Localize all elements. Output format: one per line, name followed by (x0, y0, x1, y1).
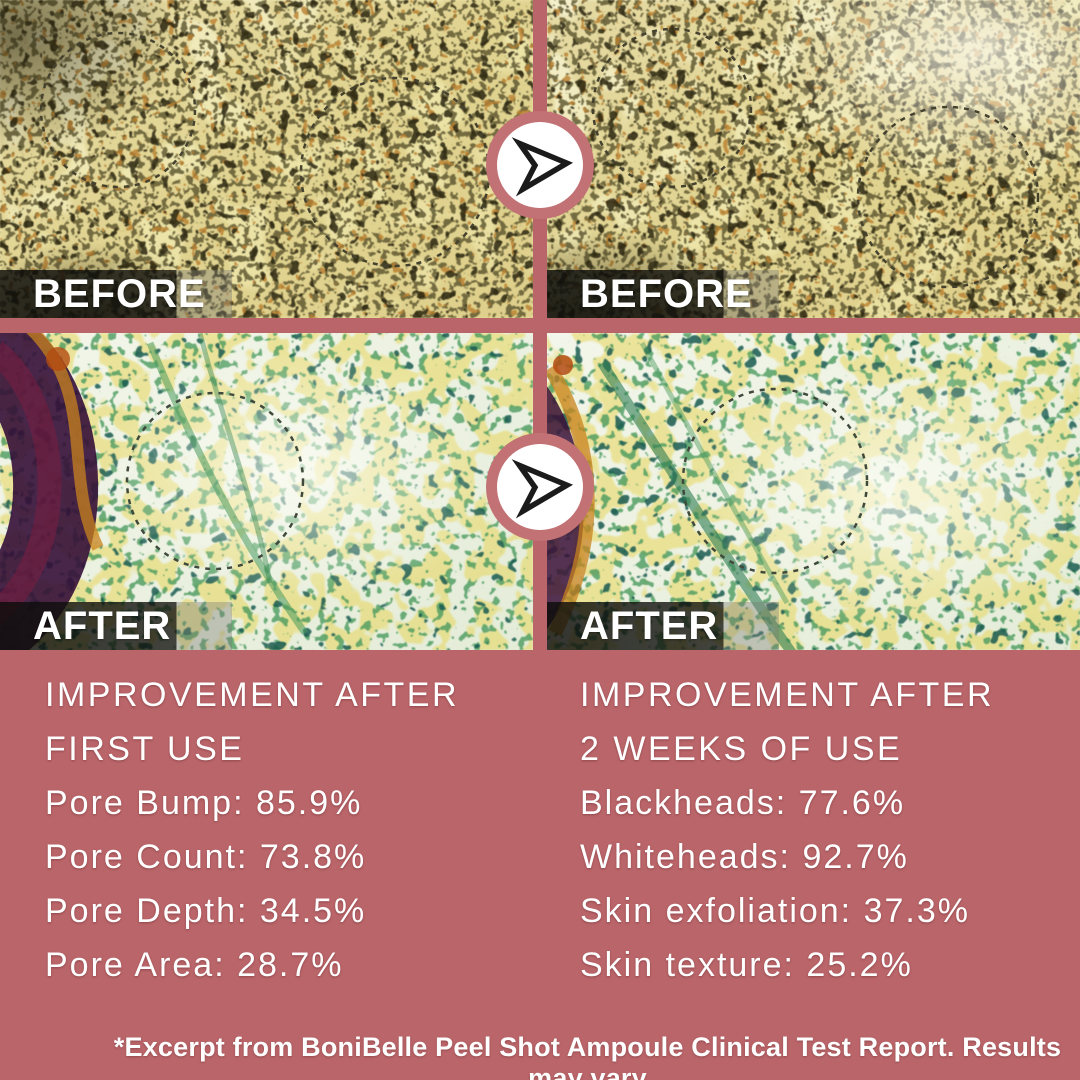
stat-pore-count: Pore Count: 73.8% (45, 838, 367, 876)
stat-whiteheads: Whiteheads: 92.7% (580, 838, 909, 876)
dashed-circle-annotation (39, 31, 197, 189)
before-after-arrow-badge-bottom (497, 444, 583, 530)
stat-blackheads: Blackheads: 77.6% (580, 784, 906, 822)
results-heading: 2 WEEKS OF USE (580, 730, 903, 768)
dashed-circle-annotation (856, 105, 1040, 289)
results-2-weeks: IMPROVEMENT AFTER 2 WEEKS OF USE Blackhe… (580, 668, 1080, 992)
stat-skin-texture: Skin texture: 25.2% (580, 946, 913, 984)
stat-skin-exfoliation: Skin exfoliation: 37.3% (580, 892, 970, 930)
photo-before-first-use: BEFORE (0, 0, 533, 318)
before-label: BEFORE (33, 272, 206, 316)
stat-pore-area: Pore Area: 28.7% (45, 946, 344, 984)
after-label-band-1: AFTER (0, 602, 232, 650)
arrow-right-icon (511, 137, 574, 197)
disclaimer-note: *Excerpt from BoniBelle Peel Shot Ampoul… (113, 1032, 1062, 1080)
skin-photo-before-2 (547, 0, 1080, 318)
stat-pore-bump: Pore Bump: 85.9% (45, 784, 363, 822)
stat-pore-depth: Pore Depth: 34.5% (45, 892, 367, 930)
results-heading: FIRST USE (45, 730, 245, 768)
photo-after-first-use: AFTER (0, 333, 533, 650)
results-first-use: IMPROVEMENT AFTER FIRST USE Pore Bump: 8… (45, 668, 555, 992)
skin-photo-after-2 (547, 333, 1080, 650)
results-heading: IMPROVEMENT AFTER (45, 676, 460, 714)
dashed-circle-annotation (299, 76, 491, 268)
before-after-arrow-badge-top (497, 122, 583, 208)
photo-after-2-weeks: AFTER (547, 333, 1080, 650)
before-label-band-1: BEFORE (0, 270, 232, 318)
after-label: AFTER (580, 604, 719, 648)
after-label: AFTER (33, 604, 172, 648)
before-label-band-2: BEFORE (547, 270, 779, 318)
after-label-band-2: AFTER (547, 602, 779, 650)
photo-before-2-weeks: BEFORE (547, 0, 1080, 318)
before-label: BEFORE (580, 272, 753, 316)
dashed-circle-annotation (125, 391, 305, 571)
results-heading: IMPROVEMENT AFTER (580, 676, 995, 714)
arrow-right-icon (511, 459, 574, 519)
dashed-circle-annotation (681, 387, 869, 575)
skin-photo-after-1 (0, 333, 533, 650)
dashed-circle-annotation (591, 27, 753, 189)
